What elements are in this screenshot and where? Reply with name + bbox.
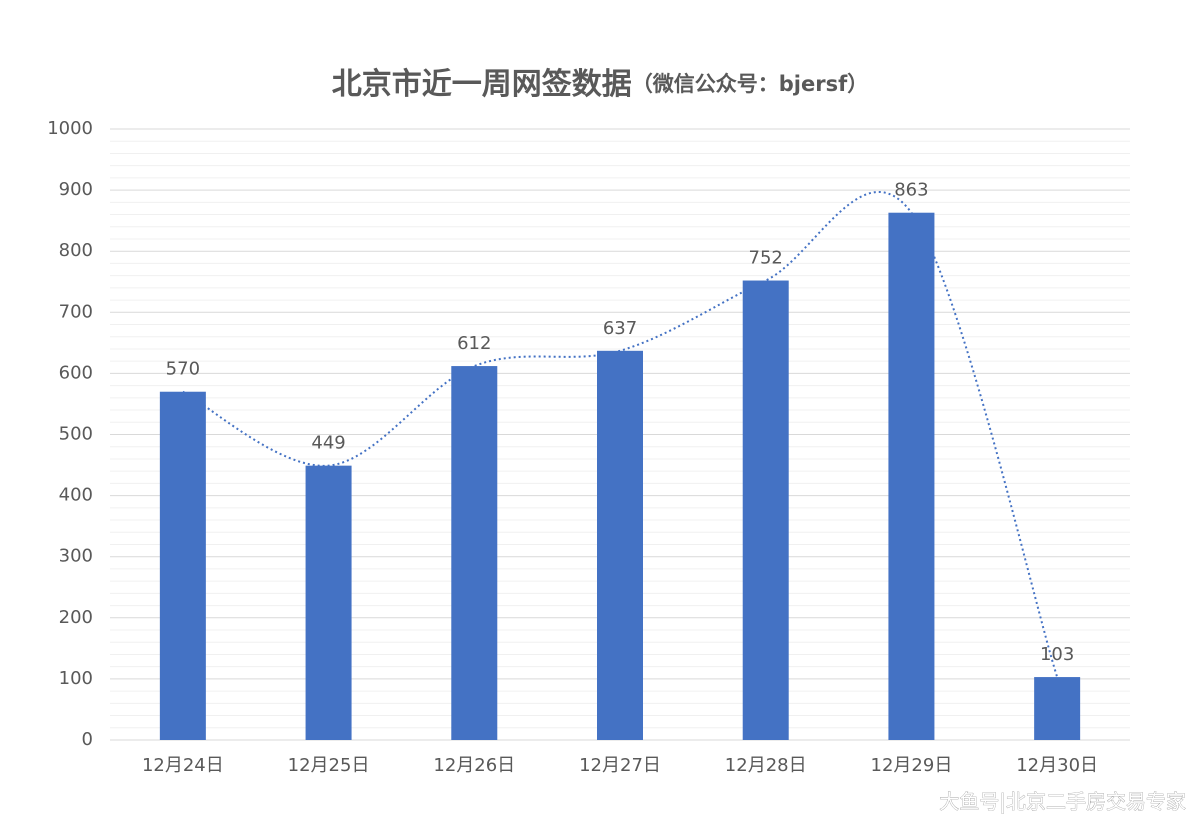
bar xyxy=(742,280,789,740)
bar xyxy=(1034,677,1081,740)
y-tick-label: 1000 xyxy=(47,118,93,139)
y-tick-label: 600 xyxy=(59,362,93,383)
x-tick-label: 12月24日 xyxy=(142,755,224,776)
y-tick-label: 500 xyxy=(59,424,93,445)
bar xyxy=(159,391,206,740)
chart-subtitle: （微信公众号：bjersf） xyxy=(632,72,868,96)
data-label: 637 xyxy=(603,318,637,339)
x-tick-label: 12月26日 xyxy=(433,755,515,776)
x-tick-label: 12月28日 xyxy=(725,755,807,776)
x-tick-label: 12月30日 xyxy=(1016,755,1098,776)
data-label: 570 xyxy=(166,359,200,380)
y-tick-label: 400 xyxy=(59,485,93,506)
data-label: 612 xyxy=(457,333,491,354)
x-tick-label: 12月27日 xyxy=(579,755,661,776)
y-tick-label: 200 xyxy=(59,607,93,628)
chart-title-group: 北京市近一周网签数据（微信公众号：bjersf） xyxy=(332,67,868,102)
y-tick-label: 900 xyxy=(59,179,93,200)
bar xyxy=(888,212,935,740)
data-label: 863 xyxy=(894,180,928,201)
y-tick-label: 300 xyxy=(59,546,93,567)
bar xyxy=(305,465,352,740)
bar xyxy=(597,350,643,740)
chart-title: 北京市近一周网签数据 xyxy=(332,67,632,102)
data-label: 449 xyxy=(311,433,345,454)
data-label: 103 xyxy=(1040,644,1074,665)
watermark: 大鱼号|北京二手房交易专家 xyxy=(939,790,1186,814)
y-tick-label: 800 xyxy=(59,240,93,261)
y-tick-label: 0 xyxy=(82,729,93,750)
y-tick-label: 100 xyxy=(59,668,93,689)
data-label: 752 xyxy=(749,248,783,269)
y-tick-label: 700 xyxy=(59,301,93,322)
x-tick-label: 12月29日 xyxy=(871,755,953,776)
x-tick-label: 12月25日 xyxy=(288,755,370,776)
bar xyxy=(451,366,498,740)
